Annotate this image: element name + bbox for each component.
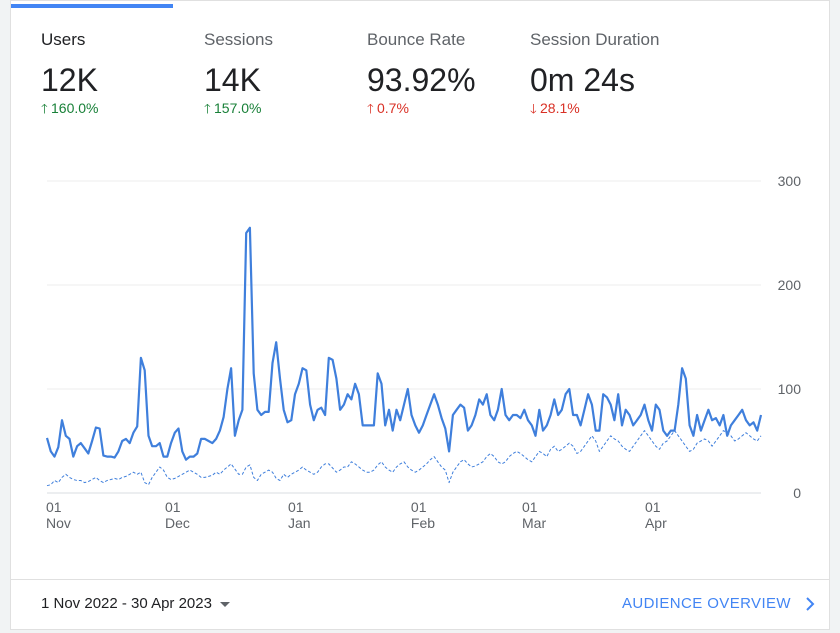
dropdown-arrow-icon [219,601,230,607]
metric-value: 0m 24s [530,62,635,98]
x-tick-month: Apr [645,515,667,531]
metric-delta: 🡑 157.0% [204,100,273,117]
arrow-up-icon: 🡑 [41,101,48,116]
x-tick-day: 01 [46,499,62,515]
x-tick-month: Nov [46,515,71,531]
y-tick-label: 200 [778,277,802,293]
metric-label: Sessions [204,30,273,49]
arrow-up-icon: 🡑 [367,101,374,116]
x-tick-day: 01 [411,499,427,515]
metric-label: Users [41,30,86,49]
x-tick-month: Dec [165,515,190,531]
card-footer: 1 Nov 2022 - 30 Apr 2023 AUDIENCE OVERVI… [11,579,829,630]
date-range-label: 1 Nov 2022 - 30 Apr 2023 [41,595,212,612]
metric-delta: 🡑 0.7% [367,100,476,117]
x-tick-month: Jan [288,515,311,531]
audience-overview-card: Users 12K 🡑 160.0% Sessions 14K 🡑 157.0% B… [10,0,830,630]
x-tick-day: 01 [165,499,181,515]
metric-tab-users[interactable]: Users 12K 🡑 160.0% [41,30,98,117]
metric-value: 12K [41,62,98,98]
metric-label: Session Duration [530,30,660,49]
chevron-right-icon [806,597,815,611]
metric-delta: 🡓 28.1% [530,100,659,117]
x-tick-month: Feb [411,515,435,531]
metric-tab-session-duration[interactable]: Session Duration 0m 24s 🡓 28.1% [530,30,659,117]
metric-tab-sessions[interactable]: Sessions 14K 🡑 157.0% [204,30,273,117]
y-tick-label: 300 [778,173,802,189]
metric-tab-bounce-rate[interactable]: Bounce Rate 93.92% 🡑 0.7% [367,30,476,117]
metric-value: 14K [204,62,261,98]
audience-overview-link[interactable]: AUDIENCE OVERVIEW [622,595,815,612]
metric-label: Bounce Rate [367,30,466,49]
date-range-selector[interactable]: 1 Nov 2022 - 30 Apr 2023 [41,595,230,612]
series-line-comparison [46,430,762,487]
arrow-down-icon: 🡓 [530,101,537,116]
metric-value: 93.92% [367,62,476,98]
metric-delta-value: 28.1% [540,100,580,116]
x-tick-day: 01 [645,499,661,515]
x-tick-day: 01 [522,499,538,515]
series-line-users [45,226,763,461]
metric-delta-value: 0.7% [377,100,409,116]
metric-delta: 🡑 160.0% [41,100,98,117]
metric-delta-value: 157.0% [214,100,262,116]
audience-overview-label: AUDIENCE OVERVIEW [621,595,791,612]
y-tick-label: 100 [778,381,802,397]
y-tick-label: 0 [793,485,801,501]
x-tick-month: Mar [522,515,546,531]
metric-delta-value: 160.0% [51,100,99,116]
active-tab-indicator [11,4,173,8]
x-tick-day: 01 [288,499,304,515]
arrow-up-icon: 🡑 [204,101,211,116]
